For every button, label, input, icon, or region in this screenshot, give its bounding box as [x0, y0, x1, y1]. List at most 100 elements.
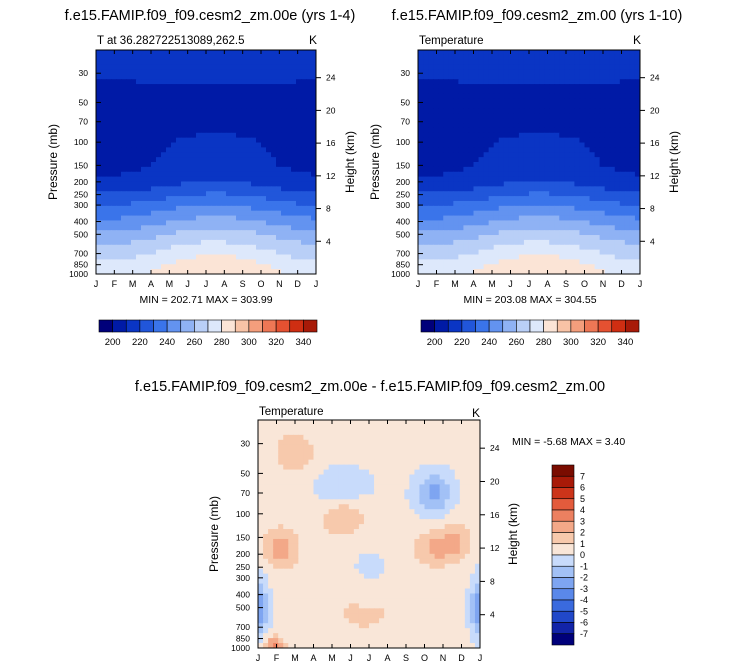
contour-cell [236, 127, 242, 134]
contour-cell [191, 127, 197, 134]
contour-cell [201, 176, 207, 183]
contour-cell [126, 176, 132, 183]
contour-cell [474, 474, 480, 481]
contour-cell [136, 69, 142, 75]
contour-cell [121, 191, 127, 197]
contour-cell [311, 147, 316, 153]
contour-cell [111, 205, 117, 212]
min-max-label: MIN = 202.71 MAX = 303.99 [139, 294, 272, 306]
contour-cell [579, 84, 586, 90]
contour-cell [268, 474, 274, 481]
contour-cell [121, 196, 127, 202]
contour-cell [221, 50, 227, 56]
contour-cell [171, 171, 177, 178]
contour-cell [634, 142, 640, 148]
contour-cell [266, 171, 272, 178]
contour-cell [409, 479, 416, 486]
contour-cell [574, 205, 581, 212]
contour-cell [478, 259, 485, 265]
contour-cell [121, 98, 127, 105]
contour-cell [311, 186, 316, 192]
contour-cell [419, 424, 426, 431]
contour-cell [301, 69, 307, 75]
contour-cell [311, 166, 316, 173]
contour-cell [523, 200, 530, 207]
contour-cell [564, 137, 570, 144]
contour-cell [529, 259, 535, 265]
contour-cell [141, 230, 147, 236]
contour-cell [246, 88, 252, 95]
contour-cell [291, 191, 297, 197]
contour-cell [498, 210, 505, 217]
contour-cell [241, 93, 247, 100]
contour-cell [493, 50, 500, 56]
contour-cell [404, 464, 410, 471]
contour-cell [569, 205, 576, 212]
contour-cell [438, 79, 444, 85]
contour-cell [211, 244, 217, 251]
contour-cell [303, 489, 310, 495]
contour-cell [564, 191, 570, 197]
contour-cell [468, 269, 475, 274]
contour-cell [171, 147, 177, 153]
contour-cell [236, 103, 242, 110]
contour-cell [523, 93, 530, 100]
contour-cell [614, 88, 621, 95]
contour-cell [458, 64, 465, 71]
contour-cell [448, 225, 454, 231]
contour-cell [106, 249, 112, 256]
contour-cell [101, 69, 107, 75]
contour-cell [126, 59, 132, 66]
contour-cell [448, 98, 454, 105]
contour-cell [181, 186, 187, 192]
contour-cell [468, 239, 475, 246]
contour-cell [414, 484, 421, 490]
contour-cell [291, 162, 297, 168]
contour-cell [191, 69, 197, 75]
contour-cell [211, 181, 217, 187]
contour-cell [338, 494, 345, 500]
contour-cell [201, 181, 207, 187]
contour-cell [251, 152, 257, 158]
contour-cell [458, 230, 465, 236]
contour-cell [206, 54, 212, 61]
contour-cell [434, 420, 441, 426]
contour-cell [433, 244, 439, 251]
contour-cell [286, 181, 292, 187]
contour-cell [448, 123, 454, 129]
contour-cell [513, 127, 520, 134]
contour-cell [438, 152, 444, 158]
contour-cell [544, 84, 550, 90]
contour-cell [554, 220, 560, 226]
contour-cell [433, 166, 439, 173]
contour-cell [454, 489, 461, 495]
contour-cell [271, 79, 277, 85]
contour-cell [318, 469, 325, 476]
contour-cell [469, 479, 476, 486]
contour-cell [609, 69, 616, 75]
contour-cell [216, 93, 222, 100]
contour-cell [256, 196, 262, 202]
contour-cell [483, 93, 490, 100]
contour-cell [353, 434, 360, 441]
contour-cell [634, 244, 640, 251]
contour-cell [508, 244, 515, 251]
contour-cell [474, 484, 480, 490]
contour-cell [634, 93, 640, 100]
contour-cell [604, 69, 611, 75]
contour-cell [474, 429, 480, 436]
contour-cell [121, 171, 127, 178]
contour-cell [508, 113, 515, 119]
contour-cell [508, 88, 515, 95]
contour-cell [498, 54, 505, 61]
contour-cell [288, 434, 294, 441]
contour-cell [291, 59, 297, 66]
contour-cell [166, 84, 172, 90]
contour-cell [493, 108, 500, 114]
contour-cell [246, 132, 252, 139]
contour-cell [146, 196, 152, 202]
contour-cell [318, 434, 325, 441]
contour-cell [594, 249, 601, 256]
contour-cell [231, 200, 237, 207]
contour-cell [619, 69, 626, 75]
